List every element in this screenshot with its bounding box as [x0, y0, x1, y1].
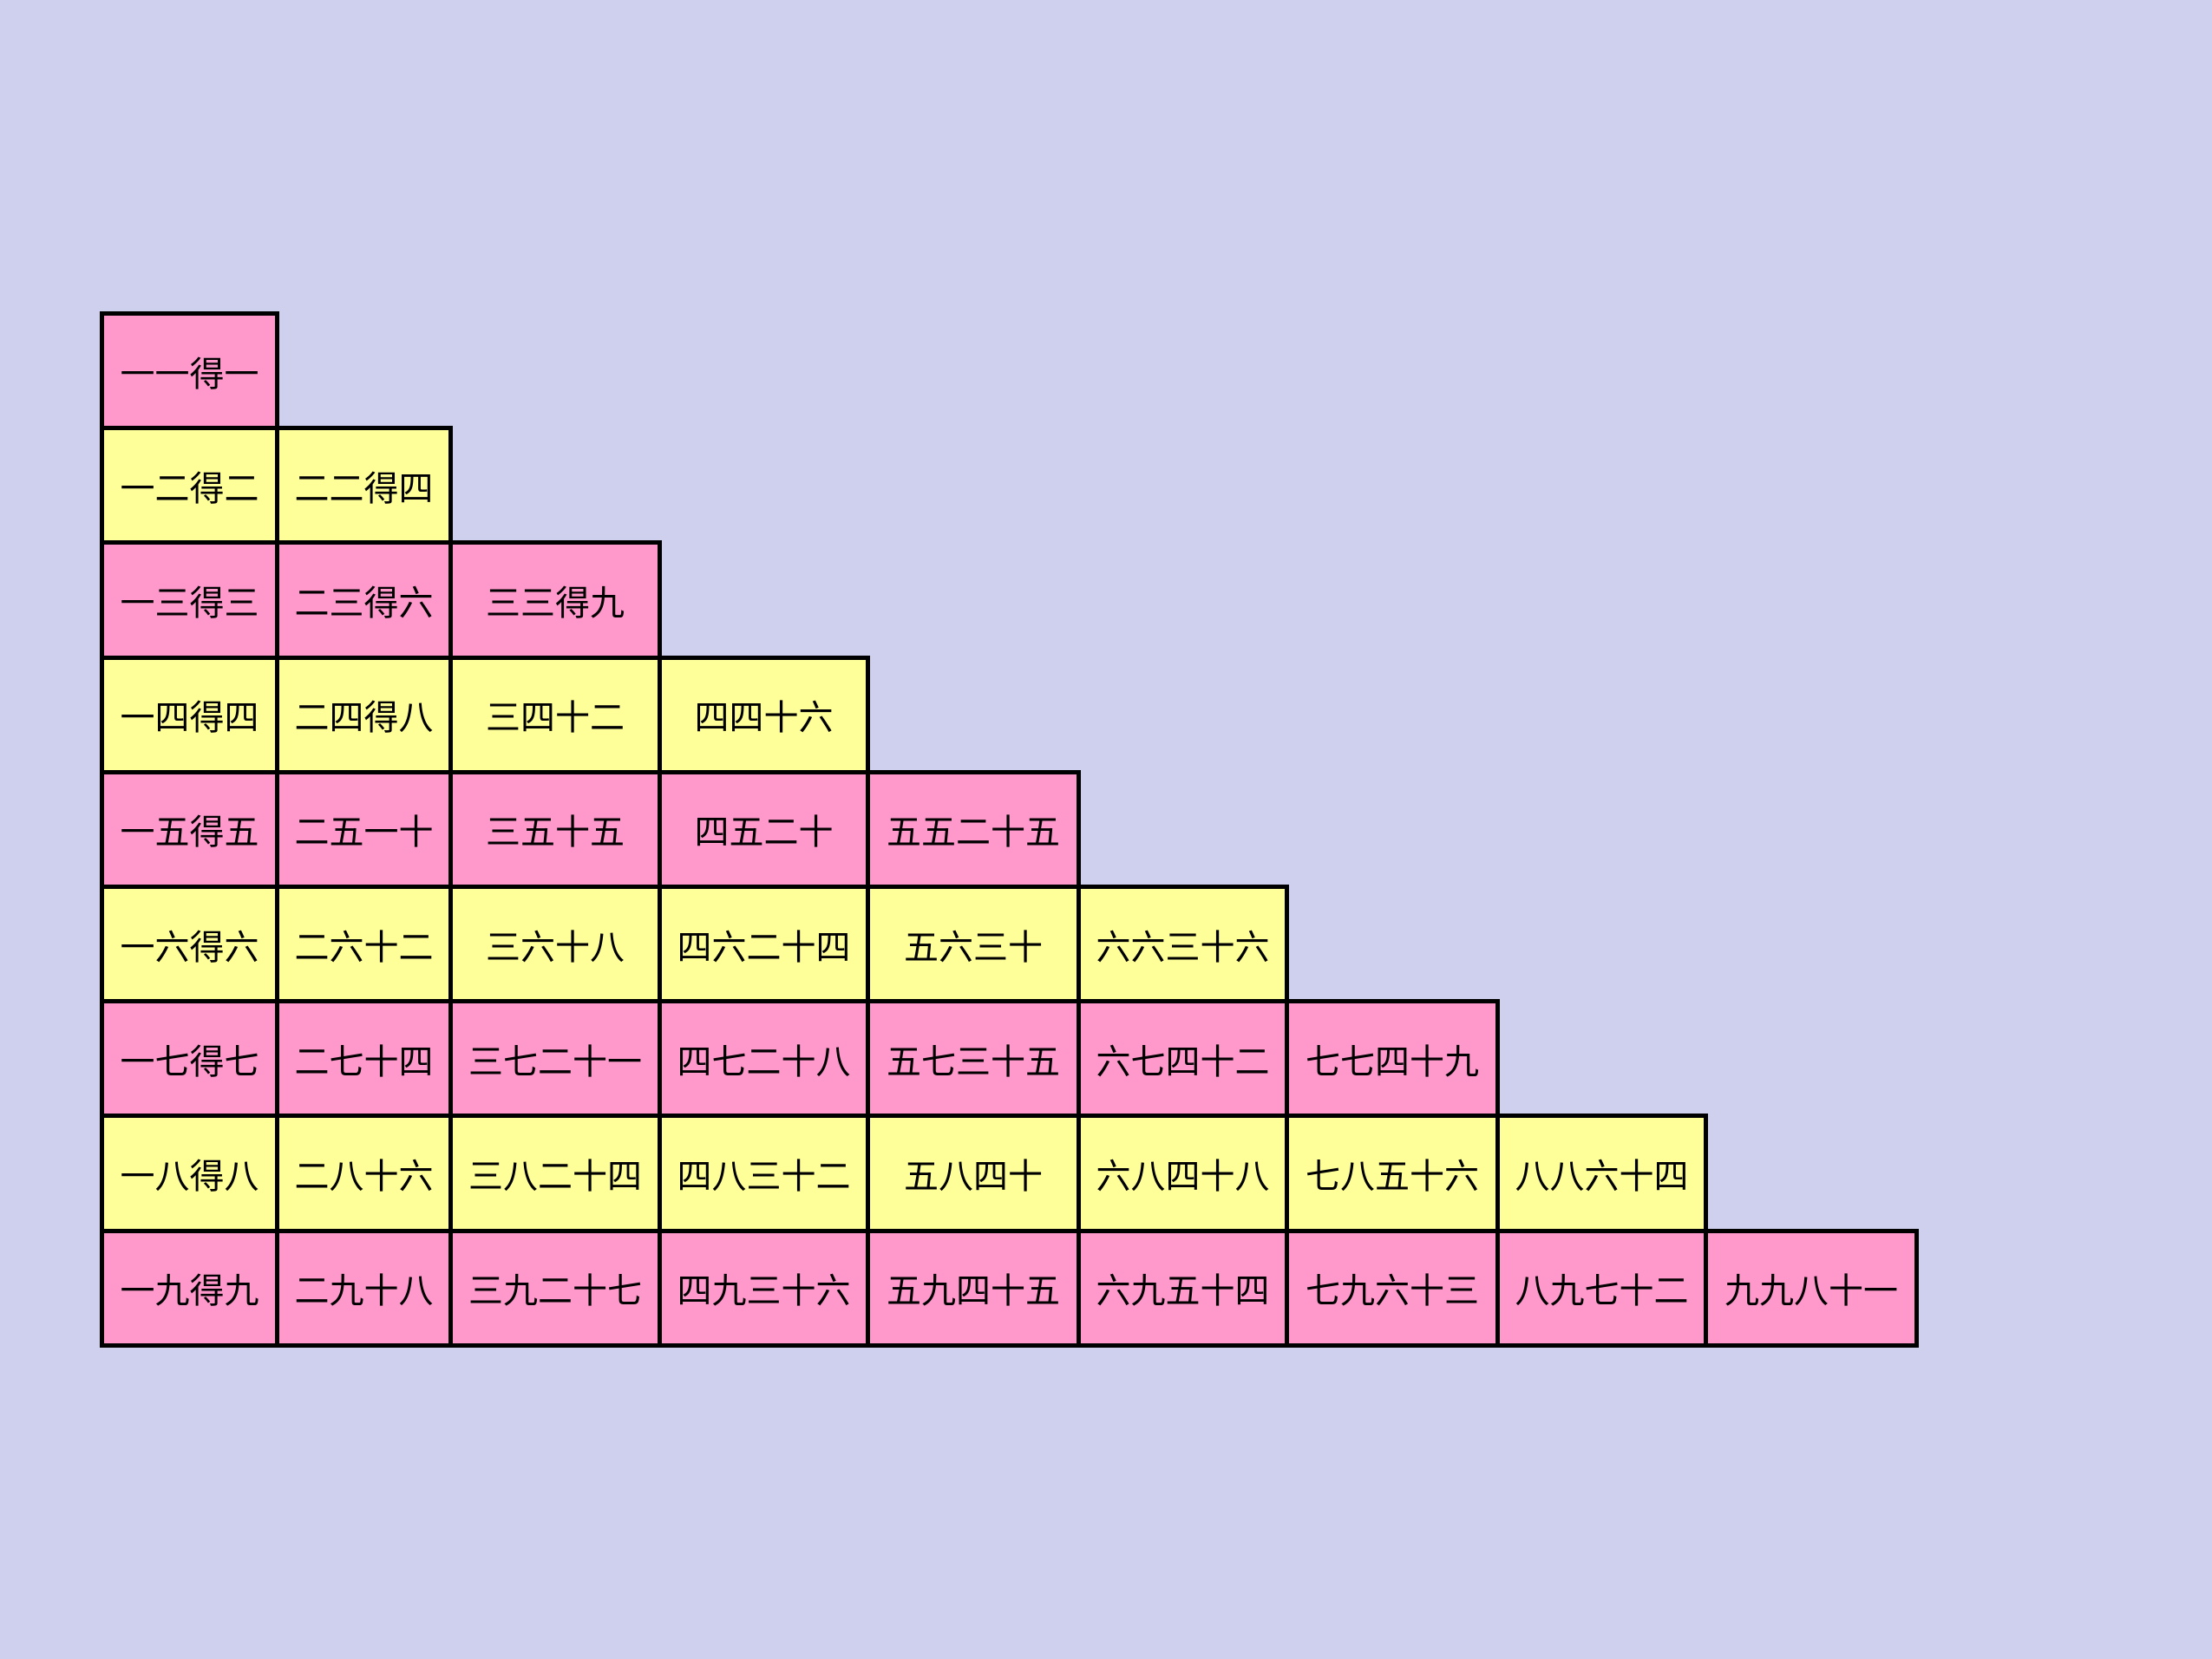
table-cell: 一四得四	[100, 655, 279, 774]
table-cell: 一五得五	[100, 769, 279, 889]
table-cell: 二二得四	[275, 426, 453, 545]
table-cell: 三八二十四	[448, 1114, 662, 1233]
table-cell: 四四十六	[658, 655, 870, 774]
table-cell: 六九五十四	[1077, 1228, 1289, 1348]
table-cell: 三四十二	[448, 655, 662, 774]
table-cell: 三三得九	[448, 540, 662, 660]
table-cell: 三五十五	[448, 769, 662, 889]
table-cell: 二七十四	[275, 999, 453, 1119]
table-cell: 五九四十五	[866, 1228, 1081, 1348]
table-cell: 四八三十二	[658, 1114, 870, 1233]
table-cell: 二九十八	[275, 1228, 453, 1348]
table-cell: 一二得二	[100, 426, 279, 545]
table-cell: 三七二十一	[448, 999, 662, 1119]
table-cell: 二四得八	[275, 655, 453, 774]
table-cell: 二八十六	[275, 1114, 453, 1233]
table-cell: 四五二十	[658, 769, 870, 889]
table-cell: 五五二十五	[866, 769, 1081, 889]
table-cell: 四九三十六	[658, 1228, 870, 1348]
table-cell: 四七二十八	[658, 999, 870, 1119]
table-cell: 二六十二	[275, 885, 453, 1004]
table-cell: 四六二十四	[658, 885, 870, 1004]
table-cell: 八九七十二	[1495, 1228, 1708, 1348]
table-cell: 一七得七	[100, 999, 279, 1119]
table-cell: 一一得一	[100, 311, 279, 431]
table-cell: 二五一十	[275, 769, 453, 889]
table-cell: 五八四十	[866, 1114, 1081, 1233]
table-cell: 五七三十五	[866, 999, 1081, 1119]
table-cell: 七九六十三	[1285, 1228, 1500, 1348]
table-cell: 六七四十二	[1077, 999, 1289, 1119]
table-cell: 七七四十九	[1285, 999, 1500, 1119]
table-cell: 一九得九	[100, 1228, 279, 1348]
table-cell: 三九二十七	[448, 1228, 662, 1348]
table-cell: 六八四十八	[1077, 1114, 1289, 1233]
table-cell: 一三得三	[100, 540, 279, 660]
table-cell: 九九八十一	[1704, 1228, 1919, 1348]
table-cell: 三六十八	[448, 885, 662, 1004]
table-cell: 二三得六	[275, 540, 453, 660]
table-cell: 六六三十六	[1077, 885, 1289, 1004]
table-cell: 一八得八	[100, 1114, 279, 1233]
table-cell: 七八五十六	[1285, 1114, 1500, 1233]
table-cell: 一六得六	[100, 885, 279, 1004]
table-cell: 五六三十	[866, 885, 1081, 1004]
table-cell: 八八六十四	[1495, 1114, 1708, 1233]
